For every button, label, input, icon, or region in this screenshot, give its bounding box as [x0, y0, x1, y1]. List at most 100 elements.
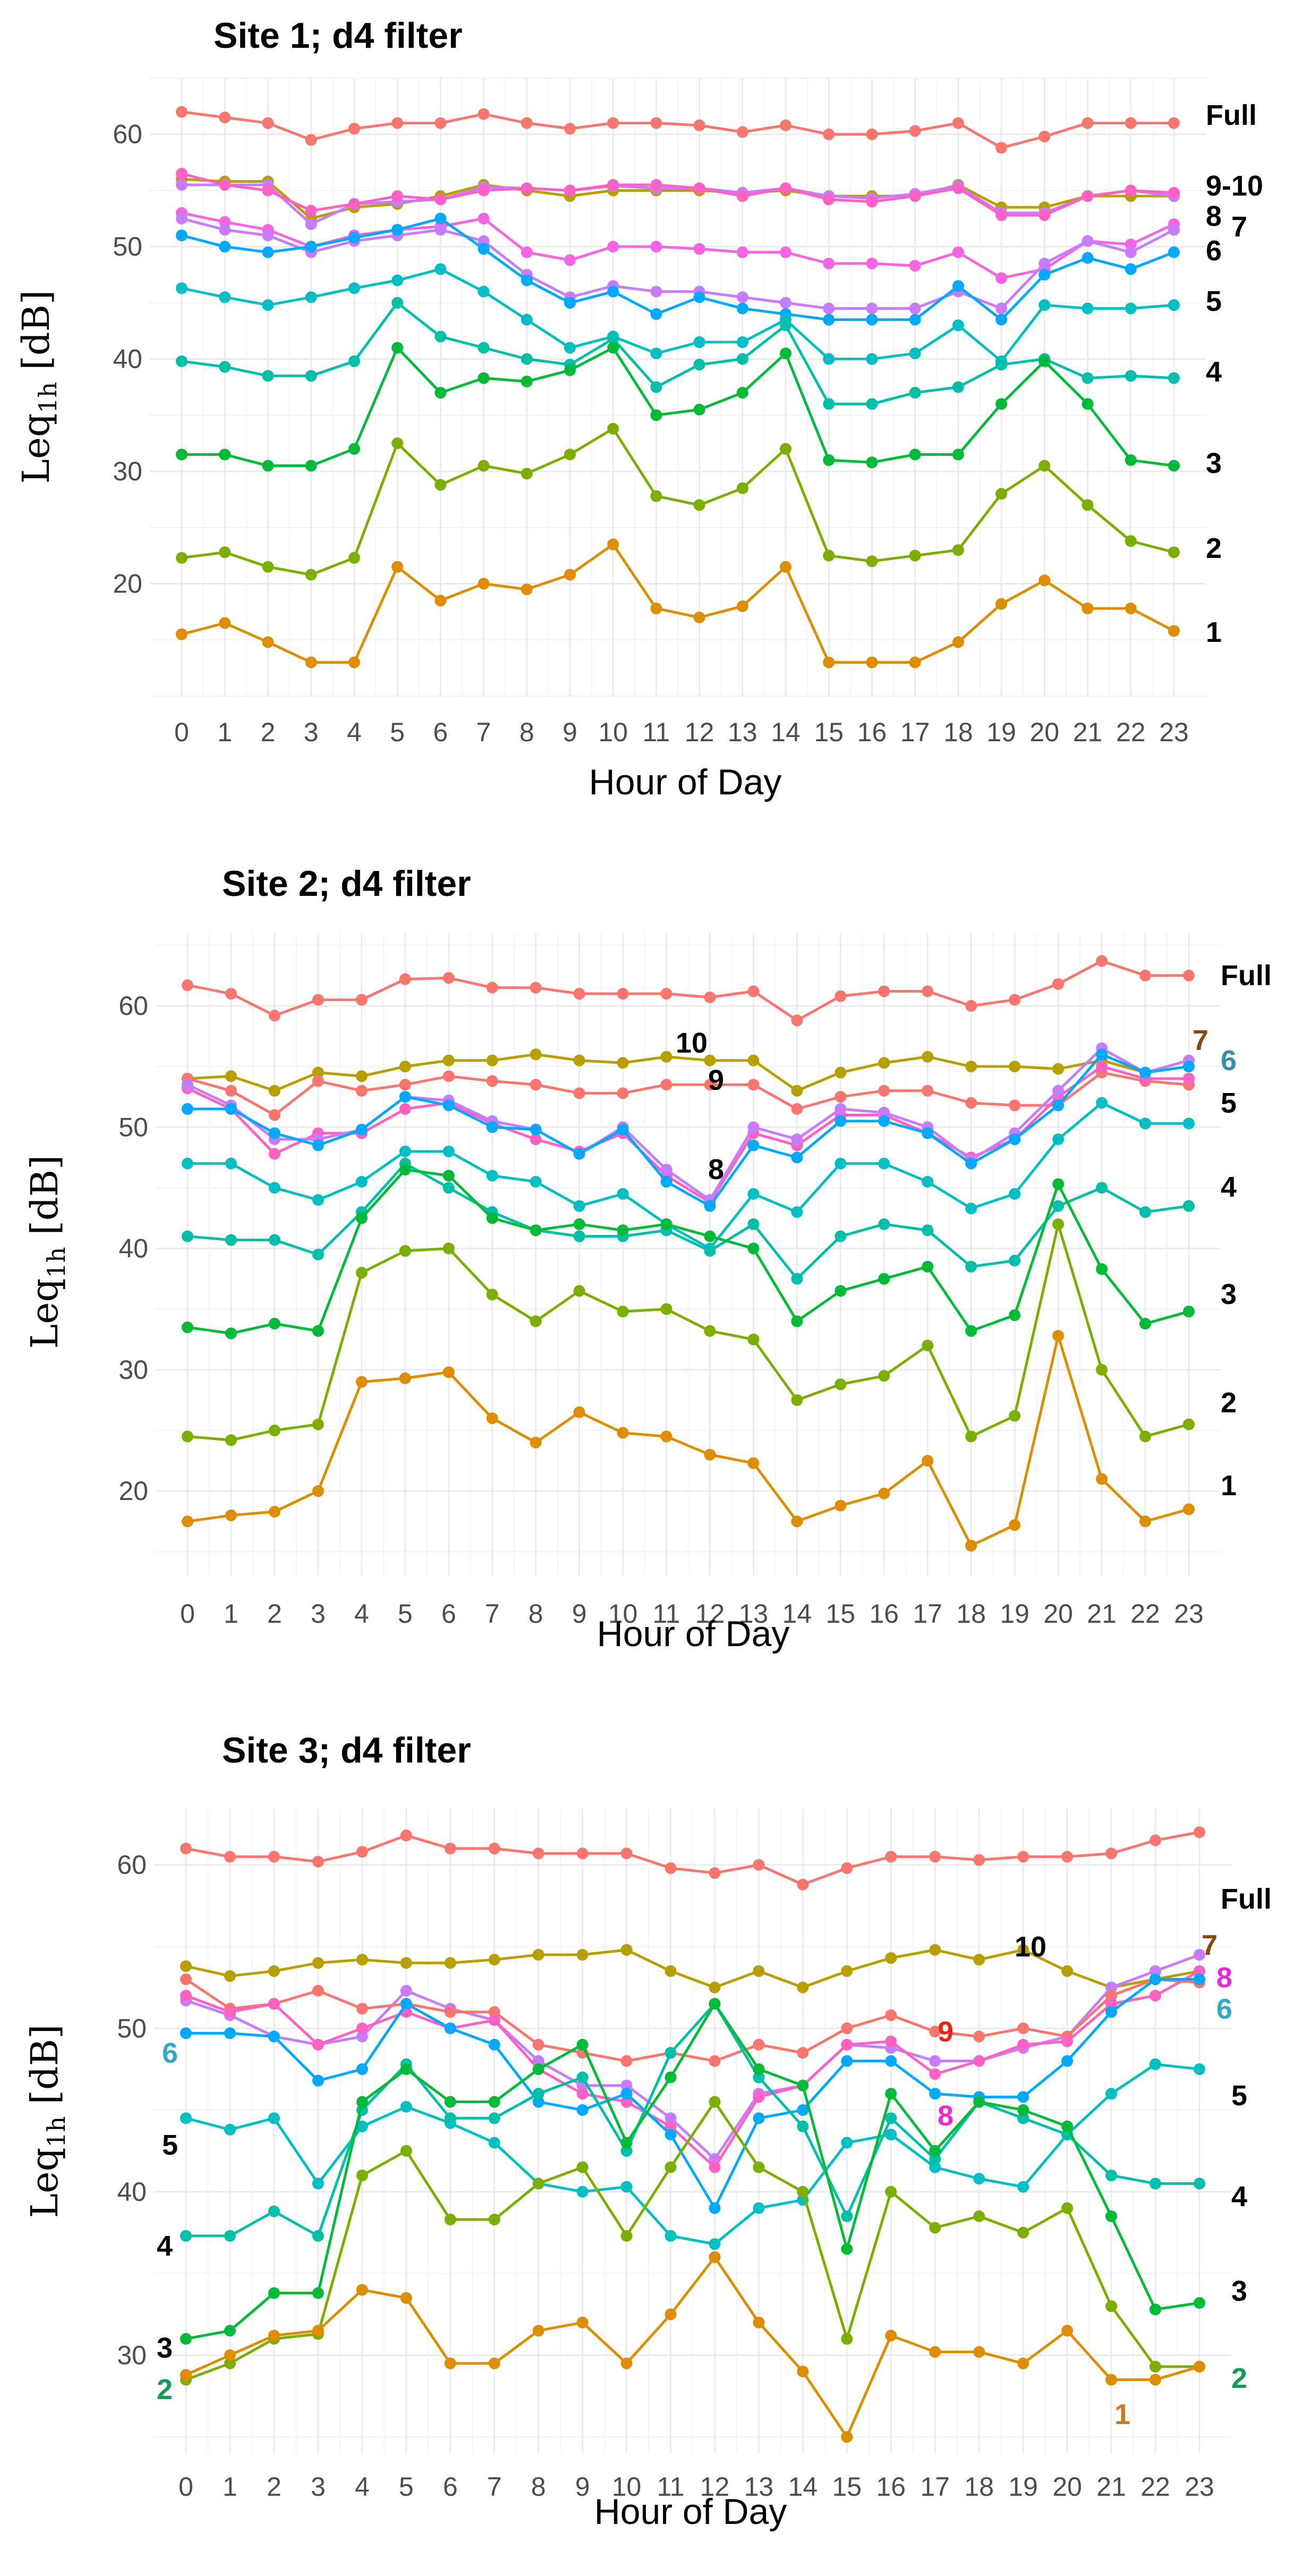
data-point: [312, 1985, 324, 1997]
data-point: [909, 190, 921, 202]
data-point: [709, 1998, 721, 2010]
data-point: [709, 1981, 721, 1994]
data-point: [268, 1109, 280, 1121]
data-point: [620, 2137, 633, 2149]
data-point: [1009, 1061, 1021, 1073]
data-point: [1061, 1851, 1074, 1863]
data-point: [922, 1176, 934, 1188]
data-point: [225, 1234, 237, 1246]
data-point: [650, 348, 662, 360]
data-point: [834, 990, 847, 1002]
data-point: [1038, 574, 1051, 587]
data-point: [660, 1050, 672, 1063]
x-tick-label: 17: [920, 2472, 950, 2502]
series-label: 1: [1206, 616, 1222, 648]
data-point: [305, 134, 317, 146]
data-point: [399, 1372, 411, 1384]
data-point: [693, 336, 705, 348]
data-point: [1125, 246, 1137, 258]
data-point: [182, 1515, 193, 1528]
data-point: [929, 2145, 941, 2157]
data-point: [530, 1133, 542, 1146]
data-point: [1125, 535, 1137, 547]
data-point: [973, 1854, 985, 1866]
data-point: [488, 2006, 500, 2018]
data-point: [348, 355, 360, 367]
data-point: [1081, 372, 1094, 384]
data-point: [965, 1430, 977, 1443]
data-point: [834, 1157, 847, 1170]
data-point: [268, 1851, 280, 1863]
series-label: 4: [1206, 356, 1222, 388]
data-point: [1105, 2170, 1118, 2182]
data-point: [444, 1957, 456, 1969]
y-tick-label: 40: [117, 2177, 147, 2207]
data-point: [573, 1406, 585, 1418]
data-point: [435, 263, 447, 275]
x-tick-label: 14: [782, 1599, 812, 1629]
data-point: [225, 1509, 237, 1521]
data-point: [797, 2120, 809, 2132]
data-point: [885, 1952, 897, 1964]
data-point: [693, 611, 705, 623]
data-point: [1096, 1097, 1108, 1109]
x-tick-label: 23: [1159, 717, 1189, 747]
data-point: [823, 353, 835, 365]
data-point: [753, 2161, 765, 2173]
data-point: [834, 1499, 847, 1512]
data-point: [268, 1084, 280, 1097]
series-line: [187, 1223, 1189, 1442]
data-point: [1096, 955, 1108, 967]
data-point: [704, 1079, 716, 1091]
data-point: [1149, 1973, 1162, 1985]
y-tick-label: 40: [113, 344, 142, 374]
data-point: [834, 1378, 847, 1391]
data-point: [650, 117, 662, 129]
data-point: [620, 2181, 633, 2193]
data-point: [1194, 1973, 1205, 1985]
data-point: [1183, 1117, 1195, 1130]
data-point: [225, 988, 237, 1000]
data-point: [1017, 1851, 1029, 1863]
data-point: [704, 1245, 716, 1257]
series-label: 1: [1221, 1470, 1237, 1502]
data-point: [225, 1103, 237, 1115]
series-label: 4: [157, 2230, 173, 2262]
chart-panel-site-1: 20 30 40 50 60 0 1 2 3 4 5 6 7 8 9 10 11 12 13 14 15 16 17 18 19…: [0, 0, 1303, 859]
data-point: [573, 1087, 585, 1099]
data-point: [607, 422, 619, 435]
data-point: [617, 1427, 629, 1439]
series-line: [182, 183, 1174, 226]
data-point: [823, 257, 835, 269]
data-point: [176, 448, 188, 461]
data-point: [929, 1851, 941, 1863]
data-point: [834, 1091, 847, 1103]
data-point: [791, 1515, 803, 1528]
data-point: [885, 2088, 897, 2100]
data-point: [224, 1970, 236, 1982]
data-point: [1194, 1965, 1205, 1977]
data-point: [922, 1127, 934, 1139]
data-point: [965, 1097, 977, 1109]
data-point: [1183, 1418, 1195, 1430]
data-point: [312, 1075, 324, 1087]
series-line: [181, 267, 1174, 363]
data-point: [791, 1206, 803, 1218]
data-point: [400, 2100, 412, 2113]
data-point: [180, 2230, 192, 2242]
x-tick-label: 11: [653, 1599, 680, 1629]
x-tick-label: 6: [441, 1599, 456, 1629]
data-point: [736, 353, 748, 365]
data-point: [444, 2357, 456, 2369]
data-point: [693, 359, 705, 371]
data-point: [780, 443, 792, 455]
data-point: [262, 117, 274, 129]
data-point: [442, 1170, 455, 1182]
data-point: [176, 355, 188, 367]
data-point: [650, 381, 662, 393]
data-point: [1052, 1200, 1064, 1212]
data-point: [1081, 398, 1094, 410]
data-point: [660, 1218, 672, 1230]
data-point: [1105, 2300, 1118, 2312]
data-point: [576, 2039, 589, 2051]
